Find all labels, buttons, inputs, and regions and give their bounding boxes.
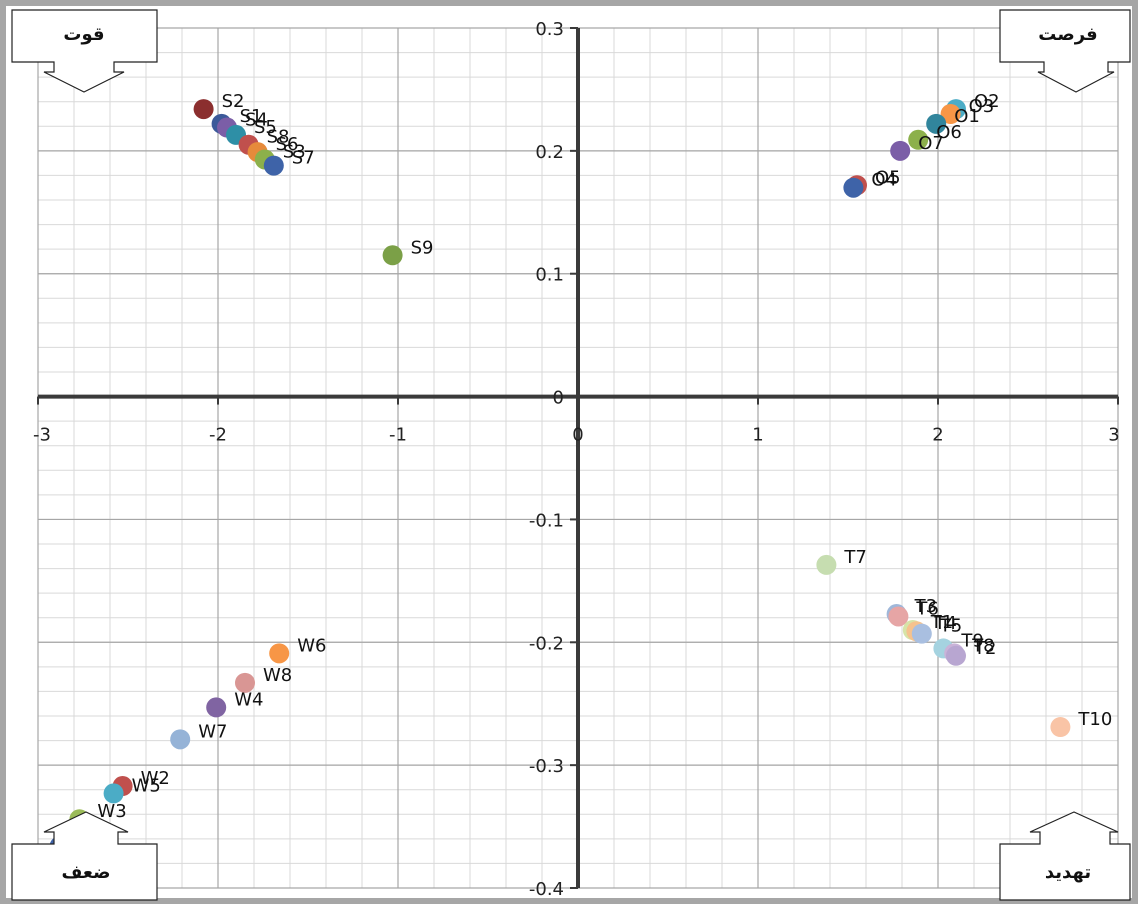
y-tick-label: -0.4 [529,879,564,900]
callout-bottom-right: تهدید [999,811,1131,901]
point-label-w2: W2 [141,768,170,789]
point-label-s6: S6 [276,134,299,155]
data-point-w6 [269,643,290,664]
point-label-w6: W6 [297,635,326,656]
point-label-t4: T4 [933,613,956,634]
point-label-o2: O2 [974,91,1000,112]
point-label-w5: W5 [132,775,161,796]
y-tick-label: 0.3 [535,19,564,40]
y-tick-label: 0 [553,388,564,409]
callout-label-threat: تهدید [1045,862,1091,883]
point-label-w4: W4 [234,689,263,710]
y-tick-label: -0.2 [529,633,564,654]
data-point-t2 [946,645,966,666]
point-label-t2: T2 [973,638,996,659]
data-point-s2 [193,99,214,120]
data-point-o7 [890,140,911,161]
point-label-s2: S2 [222,91,245,112]
point-label-o4: O4 [871,170,897,191]
point-label-t7: T7 [843,547,866,568]
x-tick-label: -1 [389,425,407,446]
callout-top-left: قوت [11,9,158,93]
data-point-s7 [263,155,284,176]
point-label-o3: O3 [969,96,995,117]
data-point-w5 [103,783,124,804]
y-tick-label: -0.1 [529,510,564,531]
point-label-s8: S8 [267,127,290,148]
point-label-s1: S1 [240,106,263,127]
point-label-s9: S9 [411,237,434,258]
callout-bottom-left: ضعف [11,811,158,901]
data-points [49,99,1071,857]
data-point-w8 [235,672,255,693]
data-point-o3 [940,104,961,124]
callout-label-weakness: ضعف [62,862,111,883]
point-labels: S2S1S4S5S8S6S3S7S9O2O3O1O6O7O5O4T7T3T6T1… [78,91,1113,849]
data-point-w7 [170,729,191,750]
point-label-t5: T5 [939,616,962,637]
axes [37,27,1119,889]
point-label-s7: S7 [292,148,315,169]
x-tick-label: -3 [33,425,51,446]
data-point-t5 [911,623,932,644]
tick-labels: -3 -2 -1 0 1 2 3 0.3 0.2 0.1 0 -0.1 -0.2 -0.3 -0.4 [33,19,1120,900]
point-label-s3: S3 [283,141,306,162]
point-label-o1: O1 [954,106,980,127]
point-label-w3: W3 [97,801,126,822]
point-label-t3: T3 [914,596,937,617]
data-point-o6 [908,129,929,150]
point-label-o7: O7 [918,133,944,154]
x-tick-label: -2 [209,425,227,446]
point-label-w8: W8 [263,665,292,686]
x-tick-label: 1 [752,425,763,446]
y-tick-label: 0.1 [535,265,564,286]
point-label-t10: T10 [1077,709,1112,730]
y-tick-label: 0.2 [535,142,564,163]
point-label-o6: O6 [936,122,962,143]
data-point-t10 [1050,717,1071,738]
callout-top-right: فرصت [999,9,1131,93]
data-point-o1 [926,113,947,134]
y-tick-label: -0.3 [529,756,564,777]
point-label-s5: S5 [254,117,277,138]
point-label-w7: W7 [198,721,227,742]
data-point-t6 [888,606,909,627]
data-point-t7 [816,554,837,575]
x-tick-label: 3 [1108,425,1119,446]
data-point-w4 [206,697,227,718]
point-label-t8: T8 [971,635,994,656]
point-label-s4: S4 [245,110,268,131]
point-label-t9: T9 [960,630,983,651]
point-label-t1: T1 [930,612,953,633]
point-label-o5: O5 [875,167,901,188]
x-tick-label: 2 [932,425,943,446]
data-point-s9 [382,245,403,266]
callout-label-opportunity: فرصت [1038,24,1097,45]
data-point-o4 [843,177,864,198]
point-label-t6: T6 [915,598,938,619]
x-tick-label: 0 [572,425,583,446]
callout-label-strength: قوت [63,24,104,45]
